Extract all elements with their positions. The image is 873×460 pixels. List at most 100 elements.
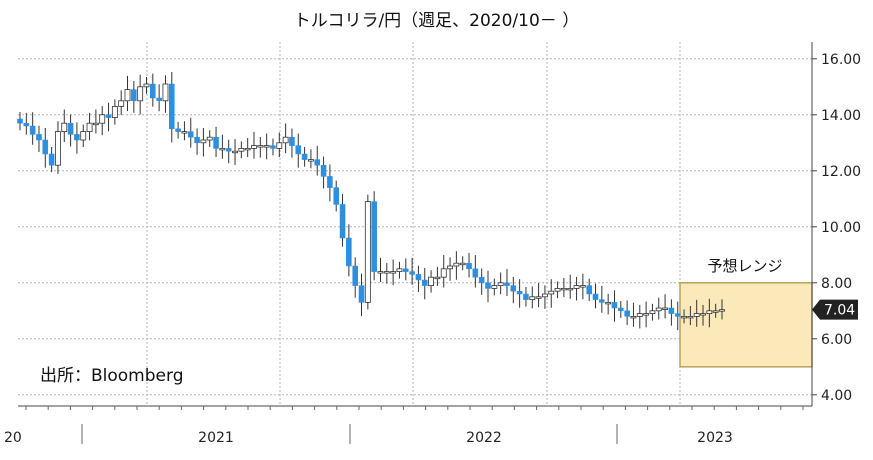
candle-body bbox=[17, 118, 23, 124]
candle-body bbox=[560, 287, 567, 291]
candle-body bbox=[225, 148, 232, 152]
x-tick-label: 2022 bbox=[466, 430, 502, 446]
candle-body bbox=[415, 274, 422, 281]
candle-body bbox=[67, 122, 74, 135]
candle-body bbox=[150, 83, 156, 99]
candle-body bbox=[681, 315, 687, 319]
candle-body bbox=[567, 287, 574, 291]
candle-body bbox=[352, 265, 358, 286]
candle-body bbox=[440, 268, 447, 278]
candle-body bbox=[301, 153, 308, 160]
candle-body bbox=[74, 134, 80, 141]
last-value-label: 7.04 bbox=[824, 303, 855, 319]
candle-body bbox=[244, 147, 251, 151]
candle-body bbox=[535, 296, 542, 299]
candle-body bbox=[111, 106, 118, 119]
candle-body bbox=[409, 271, 415, 275]
candle-body bbox=[649, 310, 656, 314]
candle-body bbox=[687, 315, 694, 319]
candle-body bbox=[263, 145, 270, 148]
candle-body bbox=[529, 296, 536, 300]
y-tick-label: 6.00 bbox=[821, 332, 852, 348]
candle-body bbox=[99, 114, 106, 124]
candle-body bbox=[599, 299, 605, 303]
candle-body bbox=[156, 97, 162, 102]
candle-body bbox=[586, 285, 592, 295]
candle-body bbox=[504, 282, 510, 286]
x-tick-label: 2023 bbox=[697, 430, 733, 446]
candle-body bbox=[200, 139, 207, 144]
candle-body bbox=[137, 86, 144, 102]
candle-body bbox=[377, 271, 384, 274]
candle-body bbox=[662, 307, 669, 310]
y-tick-label: 4.00 bbox=[821, 388, 852, 404]
candle-body bbox=[23, 122, 30, 127]
candle-body bbox=[706, 310, 713, 314]
candle-body bbox=[497, 282, 504, 286]
candle-body bbox=[371, 201, 377, 272]
y-tick-label: 12.00 bbox=[821, 164, 861, 180]
forecast-range-label: 予想レンジ bbox=[707, 257, 782, 275]
candle-body bbox=[29, 125, 36, 135]
candle-body bbox=[219, 147, 226, 151]
candle-body bbox=[181, 131, 188, 134]
candle-body bbox=[434, 276, 441, 280]
candle-body bbox=[573, 285, 580, 289]
axes-layer: 16.00 14.00 12.00 10.00 8.00 6.00 4.00 20 2021 20… bbox=[4, 42, 861, 446]
candle-body bbox=[257, 145, 264, 148]
y-tick-label: 10.00 bbox=[821, 220, 861, 236]
candle-body bbox=[674, 313, 681, 317]
y-tick-label: 14.00 bbox=[821, 108, 861, 124]
candle-body bbox=[131, 89, 137, 102]
candle-body bbox=[92, 122, 99, 126]
candle-body bbox=[42, 139, 49, 155]
candle-body bbox=[118, 100, 125, 107]
candle-body bbox=[478, 276, 485, 284]
candle-body bbox=[295, 145, 302, 155]
candle-body bbox=[636, 313, 643, 317]
candle-body bbox=[554, 287, 561, 292]
candle-body bbox=[643, 313, 650, 316]
candle-body bbox=[605, 301, 612, 305]
y-tick-label: 16.00 bbox=[821, 52, 861, 68]
candle-body bbox=[618, 307, 624, 312]
candle-body bbox=[693, 313, 700, 317]
candle-body bbox=[36, 134, 42, 141]
candle-body bbox=[320, 164, 327, 177]
candle-body bbox=[358, 285, 365, 303]
candle-body bbox=[232, 150, 238, 154]
candle-body bbox=[143, 83, 150, 88]
grid-lines bbox=[18, 42, 812, 406]
candles-layer bbox=[17, 71, 725, 331]
candle-body bbox=[516, 290, 523, 295]
forecast-range-layer: 予想レンジ bbox=[679, 257, 813, 368]
candle-body bbox=[238, 147, 245, 152]
last-value-tag bbox=[812, 299, 858, 320]
candle-body bbox=[523, 293, 529, 300]
chart-title: トルコリラ/円（週足、2020/10－ ） bbox=[293, 11, 580, 31]
forecast-range-box bbox=[679, 282, 813, 368]
candle-body bbox=[162, 83, 169, 102]
candle-body bbox=[447, 265, 453, 270]
candle-body bbox=[314, 159, 321, 166]
y-tick-label: 8.00 bbox=[821, 276, 852, 292]
candle-body bbox=[541, 293, 548, 298]
candle-body bbox=[206, 136, 213, 141]
candle-body bbox=[276, 142, 283, 149]
candle-body bbox=[472, 268, 479, 278]
candle-body bbox=[187, 131, 194, 138]
candle-body bbox=[510, 285, 517, 292]
candle-body bbox=[86, 122, 93, 132]
candle-body bbox=[333, 187, 339, 205]
candle-body bbox=[390, 271, 397, 274]
candle-body bbox=[611, 302, 618, 309]
candle-body bbox=[712, 310, 719, 313]
candle-body bbox=[346, 237, 352, 267]
candle-body bbox=[270, 145, 276, 149]
candle-body bbox=[491, 285, 498, 289]
source-note: 出所：Bloomberg bbox=[40, 366, 184, 386]
candle-body bbox=[466, 262, 472, 270]
candle-body bbox=[48, 153, 55, 166]
candle-body bbox=[364, 201, 371, 303]
